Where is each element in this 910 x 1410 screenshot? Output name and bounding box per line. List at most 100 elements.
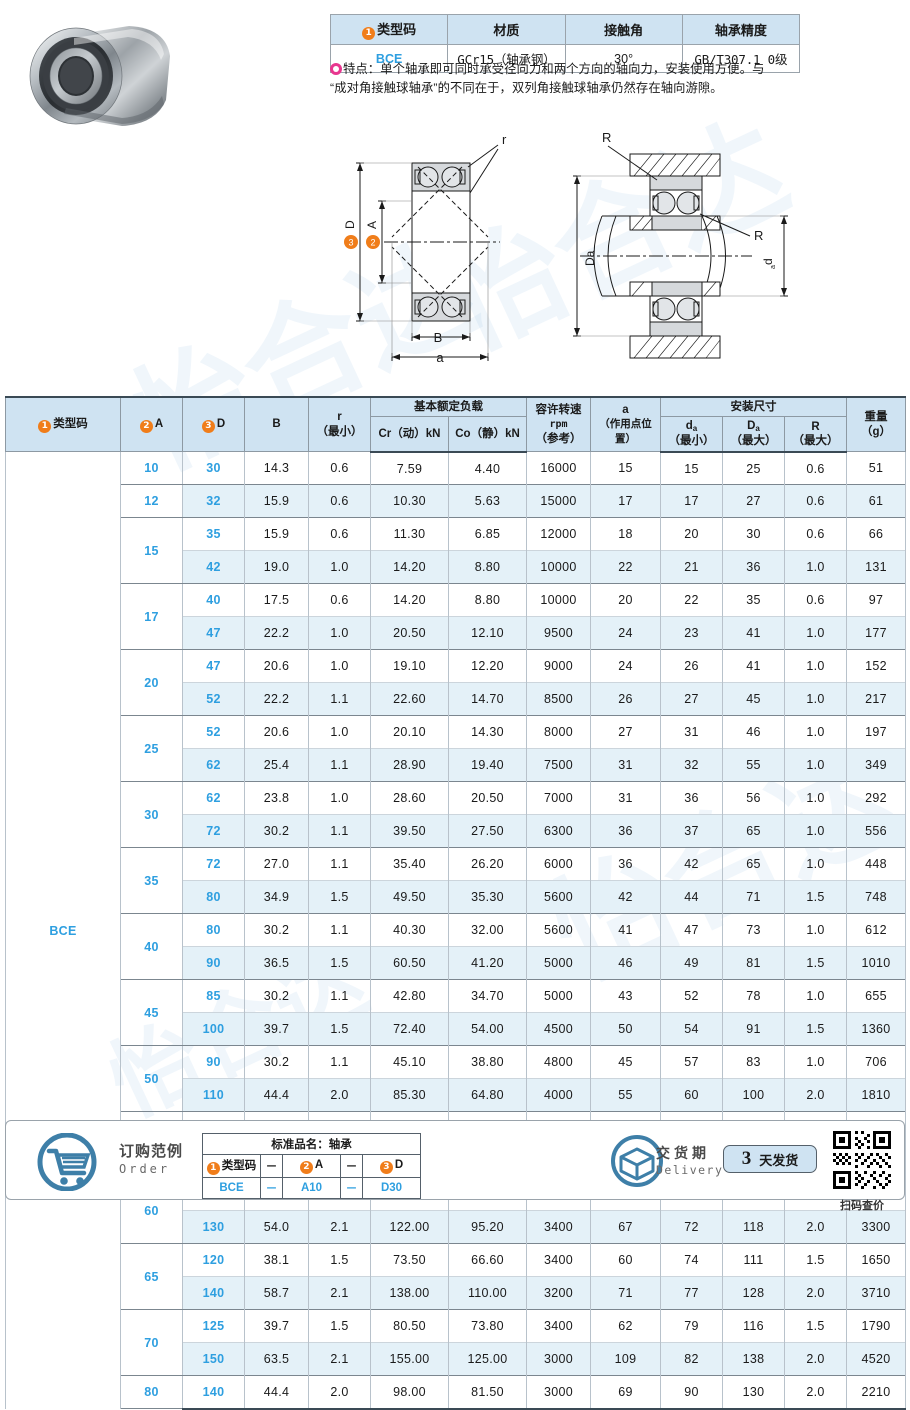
spec-value-contact-angle: 30° xyxy=(564,44,683,73)
cell-co: 14.70 xyxy=(448,682,527,716)
cell-D: 150 xyxy=(182,1342,245,1376)
cell-B: 25.4 xyxy=(244,748,309,782)
cell-r: 1.1 xyxy=(308,748,371,782)
cell-a: 15 xyxy=(590,451,661,485)
cell-speed: 3400 xyxy=(526,1210,591,1244)
cell-D: 72 xyxy=(182,814,245,848)
cell-R-max: 1.0 xyxy=(783,715,848,749)
cell-Da-max: 25 xyxy=(722,451,785,485)
cell-da-min: 32 xyxy=(660,748,723,782)
cell-Da-max: 78 xyxy=(722,979,785,1013)
cell-cr: 39.50 xyxy=(370,814,449,848)
order-label-block: 订购范例 Order xyxy=(119,1143,183,1177)
cell-R-max: 2.0 xyxy=(783,1342,848,1376)
cell-cr: 14.20 xyxy=(370,583,449,617)
cell-R-max: 2.0 xyxy=(783,1210,848,1244)
cell-a: 17 xyxy=(590,484,661,518)
cell-B: 22.2 xyxy=(244,616,309,650)
qr-label: 扫码查价 xyxy=(840,1200,884,1212)
delivery-box-icon xyxy=(611,1135,663,1187)
cell-R-max: 0.6 xyxy=(783,484,848,518)
cell-weight: 748 xyxy=(846,880,907,914)
cell-da-min: 21 xyxy=(660,550,723,584)
cell-co: 81.50 xyxy=(448,1375,527,1410)
cell-D: 52 xyxy=(182,715,245,749)
table-row: 110 44.4 2.0 85.30 64.80 4000 55 60 100 2.0 1810 xyxy=(6,1078,907,1112)
cell-R-max: 1.0 xyxy=(783,616,848,650)
cell-speed: 9500 xyxy=(526,616,591,650)
table-header-row-2: Cr（动）kN Co（静）kN da （最小） Da （最大） R （最大） xyxy=(6,416,906,453)
cell-R-max: 0.6 xyxy=(783,451,848,485)
label-a: a xyxy=(436,350,444,365)
badge-1-icon: 1 xyxy=(362,27,376,40)
cell-D: 32 xyxy=(182,484,245,518)
cell-da-min: 22 xyxy=(660,583,723,617)
cell-cr: 19.10 xyxy=(370,649,449,683)
cell-R-max: 1.0 xyxy=(783,814,848,848)
cell-speed: 5600 xyxy=(526,913,591,947)
cell-R-max: 1.0 xyxy=(783,1045,848,1079)
cell-a: 36 xyxy=(590,814,661,848)
badge-2-text: 2 xyxy=(370,238,375,248)
cell-Da-max: 111 xyxy=(722,1243,785,1277)
cell-R-max: 0.6 xyxy=(783,583,848,617)
order-dash-1: － xyxy=(260,1177,283,1199)
cell-B: 44.4 xyxy=(244,1375,309,1410)
cell-R-max: 1.5 xyxy=(783,1012,848,1046)
cell-a: 18 xyxy=(590,517,661,551)
order-label-en: Order xyxy=(119,1161,171,1176)
cell-R-max: 1.0 xyxy=(783,682,848,716)
cell-weight: 1810 xyxy=(846,1078,907,1112)
cell-Da-max: 41 xyxy=(722,616,785,650)
label-Da: Da xyxy=(583,250,597,266)
table-row: 72 30.2 1.1 39.50 27.50 6300 36 37 65 1.0 556 xyxy=(6,814,907,848)
cell-Da-max: 36 xyxy=(722,550,785,584)
cell-D: 72 xyxy=(182,847,245,881)
cell-Da-max: 116 xyxy=(722,1309,785,1343)
order-value-type: BCE xyxy=(202,1177,261,1199)
th-type-code: 1 类型码 xyxy=(5,396,121,453)
spec-value-row: BCE GCr15（轴承钢） 30° GB/T307.1 0级 xyxy=(329,44,801,73)
cell-B: 36.5 xyxy=(244,946,309,980)
th-mount-group: 安装尺寸 xyxy=(659,396,848,418)
feature-line-1: 特点：单个轴承即可同时承受径向力和两个方向的轴向力，安装使用方便。与 xyxy=(343,62,765,76)
cell-a: 20 xyxy=(590,583,661,617)
table-row: BCE 10 30 14.3 0.6 7.59 4.40 16000 15 15 25 0.6 51 xyxy=(5,451,907,1409)
cell-r: 1.5 xyxy=(308,1309,371,1343)
table-row: 12 32 15.9 0.6 10.30 5.63 15000 17 17 27 0.6 61 xyxy=(6,484,907,519)
cell-cr: 20.50 xyxy=(370,616,449,650)
cell-weight: 66 xyxy=(846,517,907,551)
table-row: 25 52 20.6 1.0 20.10 14.30 8000 27 31 46 1.0 197 xyxy=(6,715,907,783)
cell-a: 109 xyxy=(590,1342,661,1376)
cell-B: 20.6 xyxy=(244,715,309,749)
qr-code-icon[interactable] xyxy=(831,1129,893,1191)
cell-cr: 85.30 xyxy=(370,1078,449,1112)
cell-r: 0.6 xyxy=(308,583,371,617)
cell-co: 41.20 xyxy=(448,946,527,980)
cell-cr: 22.60 xyxy=(370,682,449,716)
table-row: 70 125 39.7 1.5 80.50 73.80 3400 62 79 116 1.5 1790 xyxy=(6,1309,907,1377)
label-da: d xyxy=(761,258,775,265)
cell-speed: 12000 xyxy=(526,517,591,551)
cell-a: 24 xyxy=(590,616,661,650)
spec-value-material: GCr15（轴承钢） xyxy=(447,44,566,73)
cell-B: 54.0 xyxy=(244,1210,309,1244)
cell-a: 60 xyxy=(590,1243,661,1277)
cell-A: 25 xyxy=(120,715,183,783)
cell-r: 1.0 xyxy=(308,550,371,584)
cell-D: 62 xyxy=(182,781,245,815)
cell-da-min: 52 xyxy=(660,979,723,1013)
cell-a: 24 xyxy=(590,649,661,683)
cell-co: 26.20 xyxy=(448,847,527,881)
qr-block: 扫码查价 xyxy=(831,1129,893,1213)
cell-Da-max: 138 xyxy=(722,1342,785,1376)
cell-R-max: 2.0 xyxy=(783,1078,848,1112)
cell-cr: 155.00 xyxy=(370,1342,449,1376)
cell-co: 4.40 xyxy=(448,451,527,485)
cell-D: 80 xyxy=(182,913,245,947)
cell-da-min: 23 xyxy=(660,616,723,650)
cell-cr: 122.00 xyxy=(370,1210,449,1244)
cell-cr: 11.30 xyxy=(370,517,449,551)
label-B: B xyxy=(434,330,443,345)
